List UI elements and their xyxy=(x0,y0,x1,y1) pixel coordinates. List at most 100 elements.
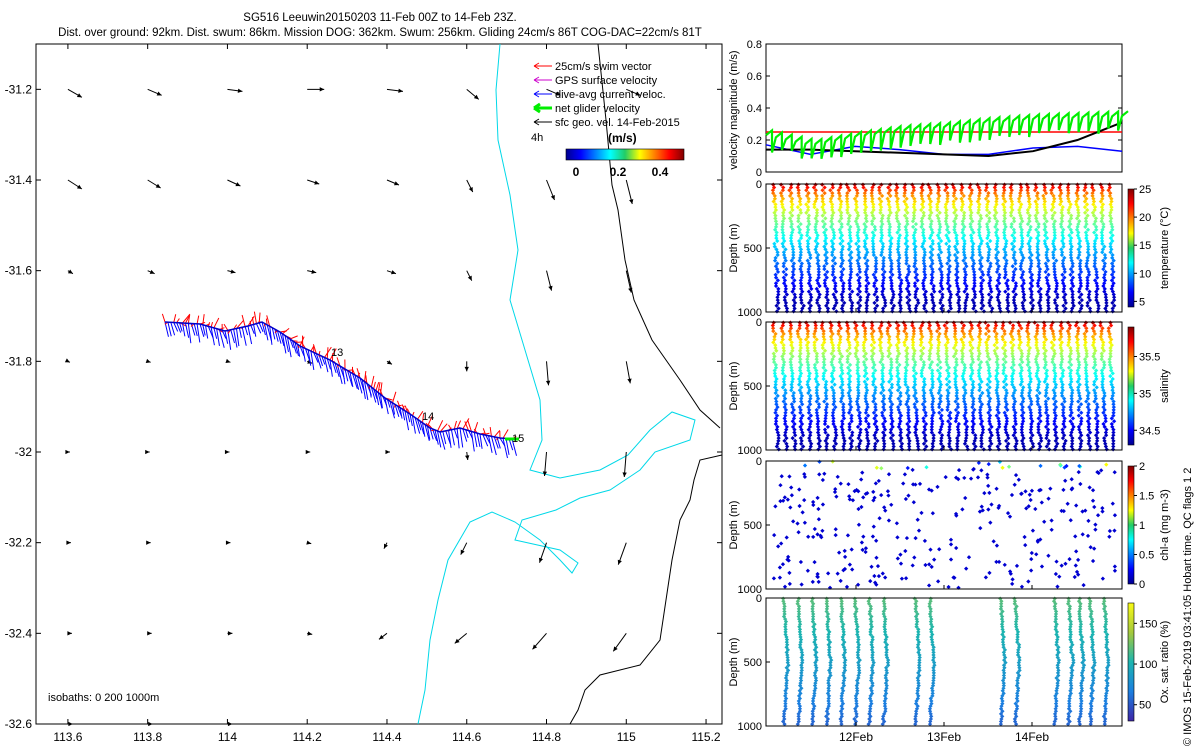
profile-sample xyxy=(838,399,844,404)
dive-avg-current-vector xyxy=(354,374,360,390)
profile-sample xyxy=(888,210,893,215)
profile-sample xyxy=(773,219,779,224)
profile-sample xyxy=(986,483,991,488)
profile-sample xyxy=(798,278,803,283)
profile-sample xyxy=(772,193,777,199)
profile-sample xyxy=(869,193,875,199)
profile-sample xyxy=(848,297,853,303)
profile-sample xyxy=(784,306,790,311)
profile-sample xyxy=(877,516,882,521)
dive-avg-current-vector xyxy=(233,329,238,348)
profile-sample xyxy=(907,303,912,308)
profile-sample xyxy=(906,493,911,498)
map-y-tick-label: -32.6 xyxy=(5,717,33,731)
sfc-velocity-arrow xyxy=(546,270,553,291)
profile-sample xyxy=(1059,563,1064,568)
profile-sample xyxy=(903,224,908,230)
profile-sample xyxy=(808,297,813,303)
profile-sample xyxy=(1027,492,1032,497)
dive-avg-current-vector xyxy=(397,405,402,416)
profile-sample xyxy=(979,444,984,449)
profile-sample xyxy=(806,534,811,539)
profile-sample xyxy=(862,230,867,235)
profile-sample xyxy=(870,196,875,201)
dive-avg-current-vector xyxy=(404,410,410,431)
sfc-velocity-arrow xyxy=(227,721,233,727)
profile-sample xyxy=(910,467,915,472)
profile-sample xyxy=(910,563,915,568)
profile-sample xyxy=(904,258,909,263)
profile-sample xyxy=(987,570,992,576)
profile-sample xyxy=(1075,557,1081,563)
profile-sample xyxy=(874,555,879,560)
profile-sample xyxy=(927,357,932,362)
profile-sample xyxy=(880,309,886,314)
profile-sample xyxy=(1052,337,1057,342)
profile-sample xyxy=(886,190,891,196)
profile-sample xyxy=(894,359,900,365)
profile-sample xyxy=(937,547,942,552)
profile-sample xyxy=(815,281,821,286)
profile-sample xyxy=(789,485,794,490)
profile-sample xyxy=(905,221,910,227)
profile-sample xyxy=(897,272,903,277)
profile-sample xyxy=(890,309,895,314)
sfc-velocity-arrow xyxy=(386,360,393,365)
profile-sample xyxy=(814,207,820,213)
profile-sample xyxy=(832,255,837,260)
profile-sample xyxy=(1039,564,1045,569)
profile-sample xyxy=(805,233,810,238)
profile-sample xyxy=(1092,382,1097,387)
swim-vector xyxy=(289,335,298,340)
profile-sample xyxy=(833,533,838,538)
dive-avg-current-vector xyxy=(284,335,289,353)
dive-avg-current-vector xyxy=(313,352,319,363)
profile-sample xyxy=(807,221,812,227)
profile-sample xyxy=(1112,564,1117,569)
profile-sample xyxy=(855,272,860,277)
profile-sample xyxy=(790,207,795,213)
profile-sample xyxy=(858,295,863,300)
profile-sample xyxy=(1019,584,1025,589)
profile-sample xyxy=(864,233,869,238)
profile-sample xyxy=(806,199,811,204)
profile-sample xyxy=(854,188,860,193)
sfc-velocity-arrow xyxy=(147,269,155,275)
profile-sample xyxy=(845,533,851,538)
profile-sample xyxy=(879,193,885,199)
dive-avg-current-vector xyxy=(424,424,430,441)
profile-sample xyxy=(820,196,825,201)
sfc-velocity-arrow xyxy=(625,179,634,205)
profile-sample xyxy=(913,221,919,227)
profile-sample xyxy=(855,224,861,230)
profile-sample xyxy=(962,475,967,481)
profile-sample xyxy=(864,447,870,452)
profile-sample xyxy=(829,224,834,230)
profile-sample xyxy=(872,573,877,579)
profile-sample xyxy=(936,579,941,584)
profile-sample xyxy=(984,213,990,218)
map-axes-box xyxy=(35,43,723,725)
profile-sample xyxy=(820,502,826,507)
profile-sample xyxy=(1038,463,1043,469)
velocity-series xyxy=(765,109,1129,159)
swim-vector xyxy=(437,420,444,432)
profile-sample xyxy=(874,465,879,470)
profile-sample xyxy=(935,207,940,213)
profile-sample xyxy=(881,278,886,283)
profile-sample xyxy=(847,278,852,283)
swim-vector xyxy=(265,318,268,325)
sfc-velocity-arrow xyxy=(147,721,153,727)
dive-avg-current-vector xyxy=(289,338,294,349)
profile-sample xyxy=(774,221,779,227)
profile-sample xyxy=(868,579,873,584)
dive-avg-current-vector xyxy=(179,322,183,332)
profile-axes-box xyxy=(765,460,1123,590)
profile-sample xyxy=(1055,584,1060,589)
profile-sample xyxy=(862,199,868,204)
profile-sample xyxy=(871,207,876,213)
profile-sample xyxy=(845,196,850,201)
profile-sample xyxy=(845,359,850,365)
profile-sample xyxy=(838,241,843,246)
profile-sample xyxy=(964,566,969,571)
